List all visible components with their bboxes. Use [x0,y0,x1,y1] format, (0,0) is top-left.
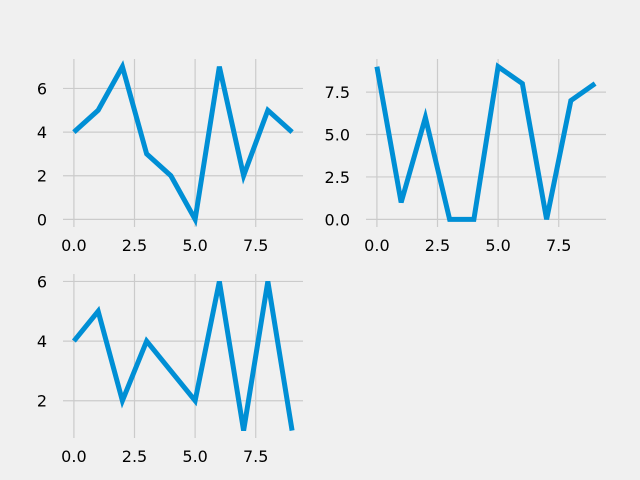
series-line [72,60,294,227]
x-tick-label: 2.5 [122,447,147,466]
x-tick-label: 2.5 [425,236,450,255]
y-tick-label: 6 [37,79,47,98]
x-tick-label: 0.0 [364,236,389,255]
y-tick-label: 5.0 [325,126,350,145]
y-tick-label: 0.0 [325,210,350,229]
y-tick-label: 6 [37,272,47,291]
x-tick-label: 5.0 [182,236,207,255]
x-tick-label: 0.0 [61,447,86,466]
subplot-1: 0.0 2.5 5.0 7.5 0 2 4 6 [37,59,303,255]
series-line [374,62,597,222]
y-tick-label: 4 [37,123,47,142]
x-tick-label: 5.0 [182,447,207,466]
x-tick-label: 5.0 [485,236,510,255]
y-tick-label: 2 [37,167,47,186]
subplot-2: 0.0 2.5 5.0 7.5 0.0 2.5 5.0 7.5 [325,59,606,255]
series-line [71,280,295,431]
y-tick-label: 0 [37,210,47,229]
x-tick-label: 7.5 [243,447,268,466]
x-tick-label: 7.5 [546,236,571,255]
y-tick-label: 2 [37,392,47,411]
x-tick-label: 2.5 [122,236,147,255]
y-tick-label: 4 [37,332,47,351]
y-tick-label: 7.5 [325,83,350,102]
x-tick-label: 7.5 [243,236,268,255]
x-tick-label: 0.0 [61,236,86,255]
y-tick-label: 2.5 [325,168,350,187]
subplot-3: 0.0 2.5 5.0 7.5 2 4 6 [37,272,303,466]
